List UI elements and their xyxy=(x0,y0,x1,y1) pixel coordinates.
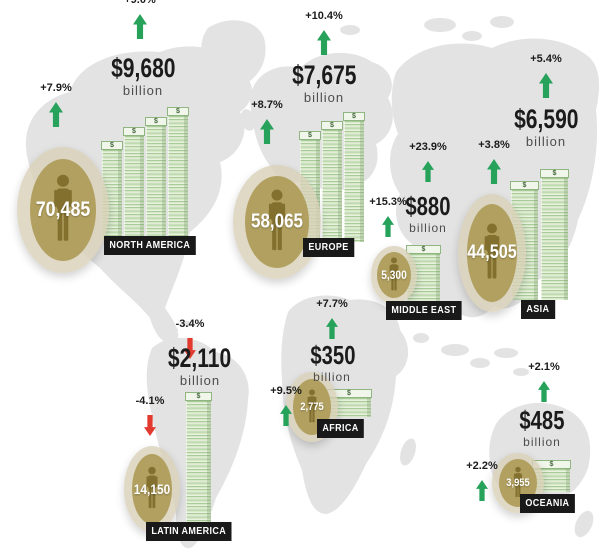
total-wealth-unit: billion xyxy=(303,90,345,106)
region-label: ASIA xyxy=(521,300,555,319)
total-change-label: -3.4% xyxy=(175,318,205,330)
total-wealth-value: $6,590 xyxy=(513,104,579,134)
total-change-label: +9.0% xyxy=(124,0,156,6)
person-icon xyxy=(484,223,500,279)
wealth-circle: 44,505 xyxy=(458,194,526,312)
per-adult-change-label: +8.7% xyxy=(251,99,283,111)
total-wealth-value: $485 xyxy=(519,405,565,435)
per-adult-value: 44,505 xyxy=(467,242,517,263)
person-icon xyxy=(146,466,158,509)
person-icon xyxy=(54,174,72,241)
per-adult-value: 58,065 xyxy=(251,210,303,233)
person-icon xyxy=(268,189,286,251)
total-wealth-unit: billion xyxy=(122,83,164,99)
person-icon xyxy=(389,257,399,291)
dollar-mark-icon: $ xyxy=(299,131,321,140)
total-wealth-unit: billion xyxy=(409,221,447,236)
per-adult-change-label: +2.2% xyxy=(466,460,498,472)
trend-down-arrow-icon xyxy=(144,415,156,436)
total-wealth-value: $350 xyxy=(310,340,356,370)
person-icon xyxy=(307,389,317,423)
total-wealth-unit: billion xyxy=(523,435,561,450)
per-adult-value: 70,485 xyxy=(35,198,91,221)
region-label: AFRICA xyxy=(317,419,364,438)
total-change-label: +10.4% xyxy=(305,10,343,22)
per-adult-value: 14,150 xyxy=(133,481,171,497)
circle-disc xyxy=(467,204,517,302)
dollar-mark-icon: $ xyxy=(185,392,212,401)
person-icon xyxy=(513,466,523,498)
trend-up-arrow-icon xyxy=(317,30,331,55)
wealth-circle: 14,150 xyxy=(124,446,180,532)
dollar-mark-icon: $ xyxy=(101,141,123,150)
total-wealth-unit: billion xyxy=(525,134,567,150)
total-wealth-value: $7,675 xyxy=(291,60,357,90)
dollar-mark-icon: $ xyxy=(343,112,365,121)
per-adult-change-label: +3.8% xyxy=(478,139,510,151)
total-wealth-unit: billion xyxy=(179,373,221,389)
wealth-circle: 70,485 xyxy=(17,147,109,273)
trend-up-arrow-icon xyxy=(326,318,338,339)
per-adult-change-label: -4.1% xyxy=(135,395,165,407)
wealth-circle: 5,300 xyxy=(371,246,417,304)
per-adult-value: 3,955 xyxy=(506,477,530,489)
dollar-mark-icon: $ xyxy=(167,107,189,116)
trend-up-arrow-icon xyxy=(422,161,434,182)
region-label: EUROPE xyxy=(303,238,354,257)
region-label: OCEANIA xyxy=(520,494,575,513)
per-adult-change-label: +7.9% xyxy=(40,82,72,94)
total-change-label: +5.4% xyxy=(530,53,562,65)
per-adult-change-label: +9.5% xyxy=(270,385,302,397)
region-label: LATIN AMERICA xyxy=(146,522,232,541)
dollar-mark-icon: $ xyxy=(510,181,539,190)
dollar-mark-icon: $ xyxy=(406,245,441,254)
money-stack-illustration: $ $ $ $ xyxy=(101,107,189,240)
dollar-mark-icon: $ xyxy=(321,121,343,130)
trend-up-arrow-icon xyxy=(382,216,394,237)
total-wealth-value: $2,110 xyxy=(168,343,232,373)
total-change-label: +23.9% xyxy=(409,141,447,153)
region-label: MIDDLE EAST xyxy=(386,301,462,320)
dollar-mark-icon: $ xyxy=(540,169,569,178)
trend-up-arrow-icon xyxy=(487,159,501,184)
trend-up-arrow-icon xyxy=(539,73,553,98)
total-wealth-unit: billion xyxy=(313,370,351,385)
total-wealth-value: $880 xyxy=(405,191,451,221)
trend-up-arrow-icon xyxy=(260,119,274,144)
total-change-label: +7.7% xyxy=(316,298,348,310)
per-adult-value: 5,300 xyxy=(381,268,407,282)
trend-up-arrow-icon xyxy=(280,405,292,426)
trend-up-arrow-icon xyxy=(538,381,550,402)
dollar-mark-icon: $ xyxy=(145,117,167,126)
total-wealth-value: $9,680 xyxy=(110,53,176,83)
trend-up-arrow-icon xyxy=(133,14,147,39)
region-label: NORTH AMERICA xyxy=(104,236,196,255)
circle-disc xyxy=(132,454,172,524)
trend-up-arrow-icon xyxy=(49,102,63,127)
wealth-circle: 58,065 xyxy=(233,165,321,279)
money-stack-illustration: $ xyxy=(185,392,212,526)
trend-up-arrow-icon xyxy=(476,480,488,501)
total-change-label: +2.1% xyxy=(528,361,560,373)
per-adult-change-label: +15.3% xyxy=(369,196,407,208)
dollar-mark-icon: $ xyxy=(123,127,145,136)
per-adult-value: 2,775 xyxy=(300,401,324,413)
